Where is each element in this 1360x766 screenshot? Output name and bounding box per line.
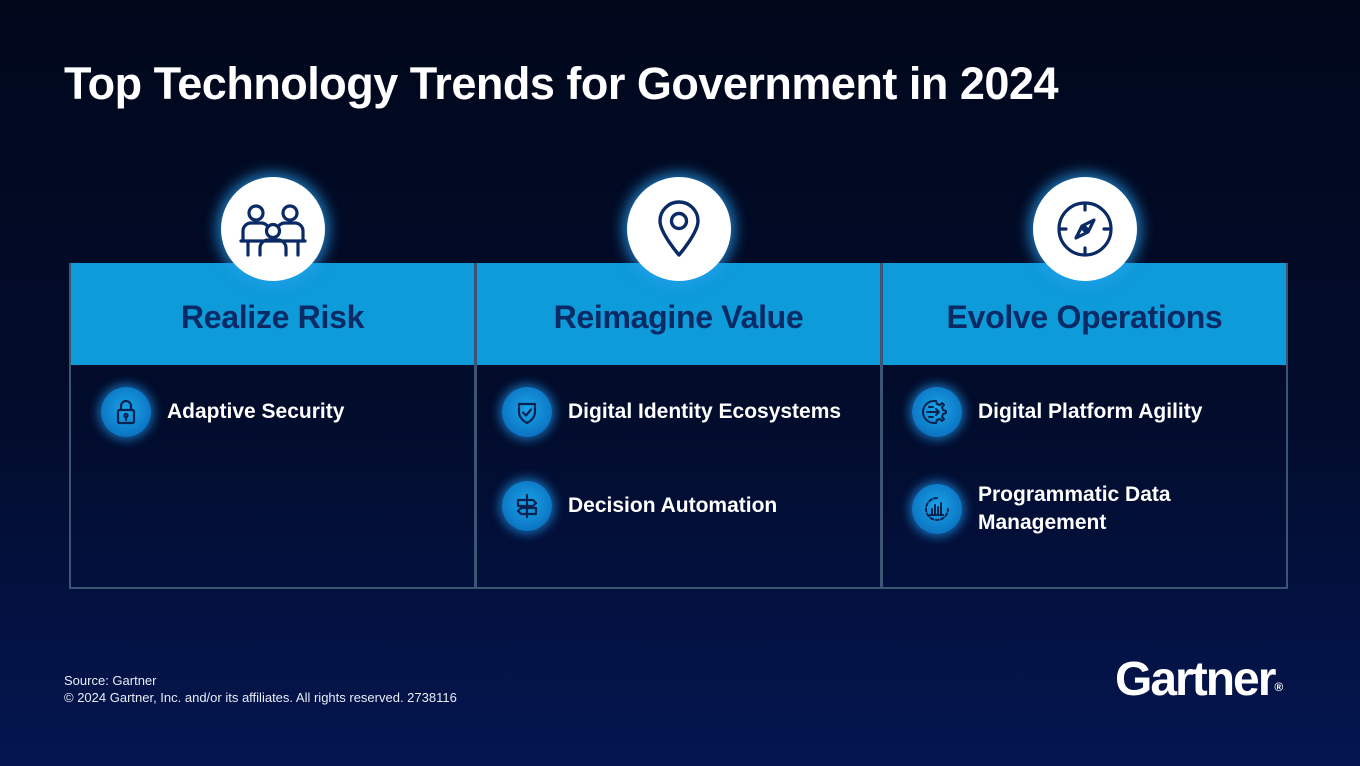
source-text: Source: Gartner [64,673,157,688]
trend-label: Programmatic Data Management [978,483,1171,534]
trends-table: Realize Risk Adaptive Security [69,177,1288,589]
trend-item: Programmatic Data Management [912,481,1286,537]
lock-icon [101,387,151,437]
gartner-logo: Gartner® [1115,652,1283,707]
column-reimagine-value: Reimagine Value Digital Identity Ecosyst… [477,177,883,587]
column-title: Reimagine Value [553,298,804,335]
trend-item: Decision Automation [502,481,880,531]
column-realize-risk: Realize Risk Adaptive Security [71,177,477,587]
people-collaboration-icon [220,177,325,281]
data-chart-icon [912,484,962,534]
footer: Source: Gartner © 2024 Gartner, Inc. and… [64,672,457,706]
trend-item: Adaptive Security [101,387,474,437]
page-title: Top Technology Trends for Government in … [64,58,1059,109]
trend-label: Digital Identity Ecosystems [568,400,842,423]
trend-label: Digital Platform Agility [978,400,1203,423]
trend-list: Adaptive Security [71,365,474,437]
column-evolve-operations: Evolve Operations Digital Platform Agili… [883,177,1286,587]
trend-label: Adaptive Security [167,400,345,423]
logo-text: Gartner [1115,653,1276,706]
trend-item: Digital Identity Ecosystems [502,387,880,437]
copyright-text: © 2024 Gartner, Inc. and/or its affiliat… [64,690,457,705]
shield-check-icon [502,387,552,437]
trend-list: Digital Identity Ecosystems Decision Aut… [477,365,880,531]
location-pin-icon [626,177,731,281]
signpost-icon [502,481,552,531]
registered-mark: ® [1274,680,1284,694]
trend-list: Digital Platform Agility Programmatic Da… [883,365,1286,537]
gear-arrows-icon [912,387,962,437]
column-title: Realize Risk [180,298,365,335]
column-title: Evolve Operations [946,298,1223,335]
compass-icon [1032,177,1137,281]
trend-item: Digital Platform Agility [912,387,1286,437]
trend-label: Decision Automation [568,494,778,517]
column-header: Evolve Operations [883,263,1286,365]
